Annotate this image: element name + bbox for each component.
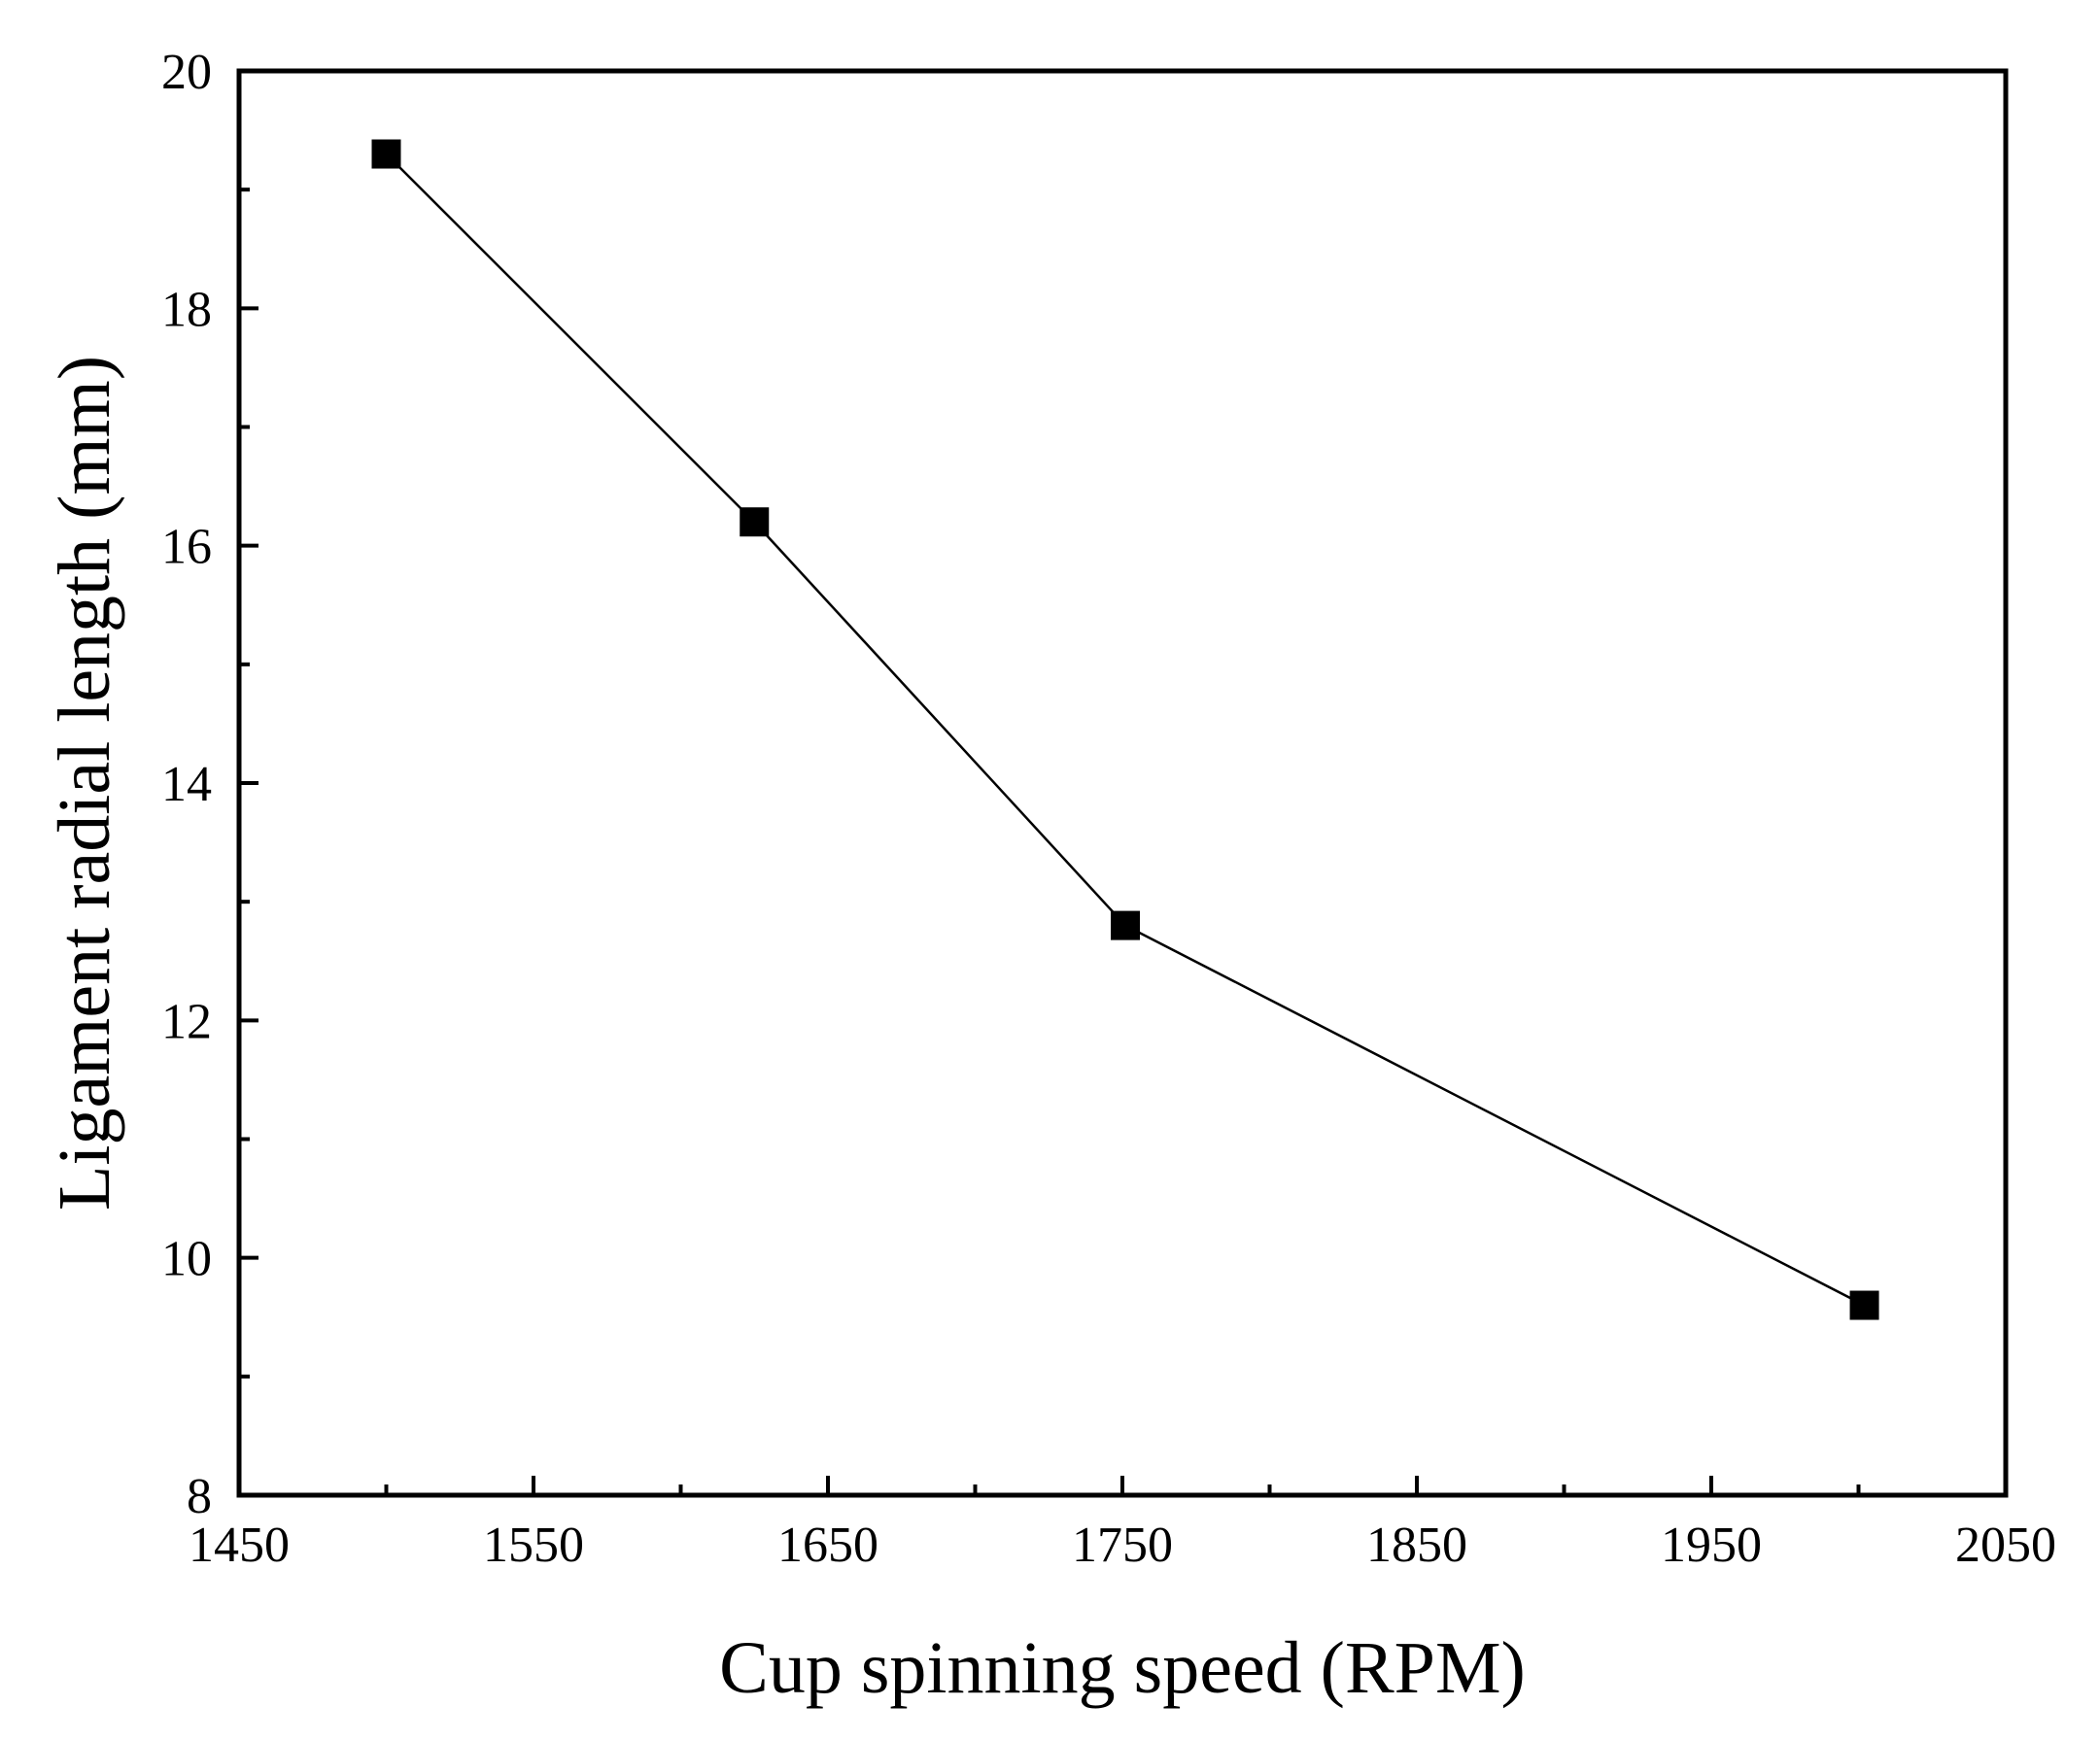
x-tick-label: 1950 <box>1661 1518 1762 1573</box>
y-tick-label: 10 <box>161 1232 212 1287</box>
x-tick-label: 1850 <box>1366 1518 1467 1573</box>
data-point-marker <box>1111 910 1141 940</box>
y-tick-label: 12 <box>161 994 212 1049</box>
y-tick-label: 18 <box>161 282 212 337</box>
x-axis-ticks <box>384 1476 1861 1495</box>
x-axis-tick-labels: 1450 1550 1650 1750 1850 1950 2050 <box>189 1518 2056 1573</box>
series-layer <box>371 139 1879 1320</box>
data-point-marker <box>1849 1290 1879 1320</box>
series-line <box>385 153 1866 1307</box>
y-axis-tick-labels: 8 10 12 14 16 18 20 <box>161 45 212 1524</box>
y-tick-label: 14 <box>161 757 212 812</box>
data-point-marker <box>371 139 401 169</box>
y-tick-label: 16 <box>161 520 212 575</box>
x-axis-title: Cup spinning speed (RPM) <box>719 1627 1526 1709</box>
x-tick-label: 1750 <box>1072 1518 1173 1573</box>
y-tick-label: 20 <box>161 45 212 100</box>
data-point-marker <box>740 507 770 537</box>
y-tick-label: 8 <box>187 1469 212 1524</box>
y-axis-title: Ligament radial length (mm) <box>44 356 125 1211</box>
x-tick-label: 1450 <box>189 1518 290 1573</box>
x-tick-label: 1550 <box>483 1518 584 1573</box>
y-axis-ticks <box>239 188 258 1379</box>
x-tick-label: 1650 <box>777 1518 878 1573</box>
plot-frame <box>236 68 2009 1498</box>
x-tick-label: 2050 <box>1955 1518 2056 1573</box>
